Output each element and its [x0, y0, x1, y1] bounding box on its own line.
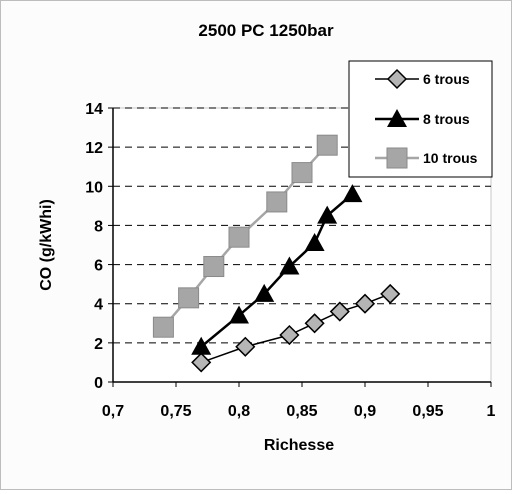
data-point	[191, 352, 212, 373]
legend-marker	[386, 147, 408, 169]
data-point	[304, 233, 325, 252]
y-tick-label: 14	[85, 101, 103, 118]
chart-title: 2500 PC 1250bar	[198, 21, 334, 40]
data-point	[317, 205, 338, 224]
series-diamond	[191, 283, 401, 373]
data-point	[254, 283, 275, 302]
data-point	[329, 301, 350, 322]
x-tick-label: 1	[487, 403, 496, 420]
y-tick-label: 0	[94, 375, 103, 392]
y-axis-label: CO (g/kWhi)	[38, 199, 55, 291]
legend-label: 10 trous	[423, 150, 478, 166]
x-tick-label: 0,85	[286, 403, 317, 420]
legend: 6 trous 8 trous 10 trous	[348, 60, 493, 178]
y-tick-label: 12	[85, 140, 103, 157]
y-tick-label: 6	[94, 258, 103, 275]
data-point	[316, 134, 338, 156]
data-point	[191, 336, 212, 355]
data-point	[279, 324, 300, 346]
data-point	[354, 293, 376, 314]
series-layer	[152, 134, 401, 373]
data-point	[304, 313, 325, 334]
data-point	[229, 305, 249, 324]
y-tick-label: 10	[85, 179, 103, 196]
data-point	[203, 256, 225, 278]
x-tick-label: 0,9	[354, 403, 376, 420]
legend-marker	[387, 109, 407, 127]
legend-label: 8 trous	[423, 111, 470, 127]
y-tick-label: 4	[94, 297, 103, 314]
x-axis-label: Richesse	[264, 437, 334, 454]
data-point	[380, 283, 401, 304]
y-axis: 0 2 4 6 8 10 12 14	[85, 101, 114, 392]
series-triangle	[191, 184, 363, 355]
x-tick-label: 0,8	[228, 403, 250, 420]
data-point	[152, 316, 174, 338]
legend-box	[348, 60, 493, 178]
data-point	[178, 287, 200, 309]
legend-label: 6 trous	[423, 71, 470, 87]
y-tick-label: 2	[94, 336, 103, 353]
legend-marker	[386, 68, 408, 90]
x-axis: 0,7 0,75 0,8 0,85 0,9 0,95 1	[102, 381, 496, 420]
y-tick-label: 8	[94, 218, 103, 235]
data-point	[342, 184, 363, 203]
data-point	[279, 256, 300, 275]
x-tick-label: 0,7	[102, 403, 124, 420]
data-point	[291, 162, 313, 184]
data-point	[266, 191, 288, 213]
x-tick-label: 0,75	[160, 403, 191, 420]
data-point	[235, 336, 256, 357]
data-point	[228, 226, 250, 248]
x-tick-label: 0,95	[412, 403, 443, 420]
series-square	[152, 134, 338, 338]
